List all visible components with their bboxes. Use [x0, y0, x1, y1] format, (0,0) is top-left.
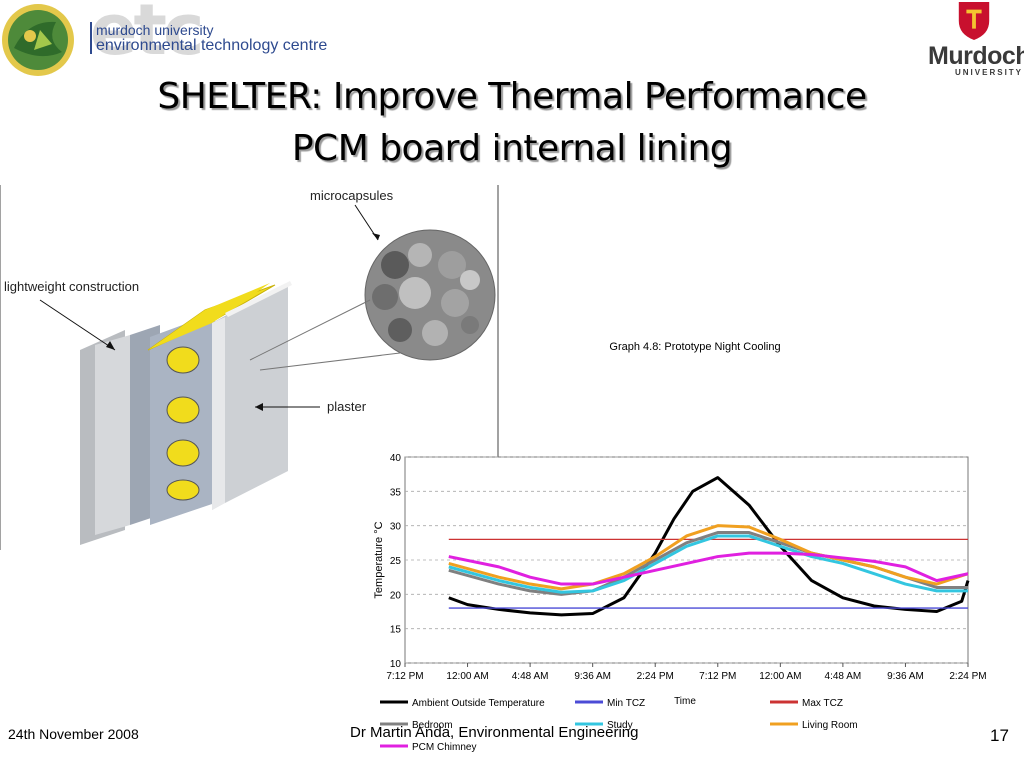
x-tick-label: 2:24 PM [949, 671, 986, 682]
etc-seal-icon [2, 4, 74, 76]
temperature-chart: 10 15 20 25 30 35 40 7:12 PM 12:00 AM 4:48 AM 9:36… [373, 453, 987, 753]
y-tick-label: 25 [390, 556, 402, 567]
x-tick-label: 9:36 AM [887, 671, 924, 682]
etc-logo-line2: environmental technology centre [96, 37, 328, 54]
x-tick-label: 7:12 PM [386, 671, 423, 682]
pcm-board-illustration [0, 185, 499, 550]
murdoch-subtitle: UNIVERSITY [955, 68, 1024, 77]
series-line [448, 534, 968, 594]
y-tick-label: 20 [390, 590, 402, 601]
x-tick-label: 9:36 AM [574, 671, 611, 682]
murdoch-logo [925, 0, 1024, 80]
series-line [448, 551, 969, 586]
x-tick-label: 12:00 AM [446, 671, 488, 682]
etc-divider [90, 22, 92, 54]
pcm-board-diagram: microcapsules lightweight construction p… [0, 185, 500, 550]
footer-author: Dr Martin Anda, Environmental Engineerin… [350, 724, 639, 741]
x-tick-label: 7:12 PM [699, 671, 736, 682]
etc-logo: etc murdoch university environmental tec… [0, 0, 340, 80]
legend-label: Max TCZ [802, 698, 843, 709]
page-number: 17 [990, 726, 1009, 745]
legend-label: Study [607, 720, 633, 731]
legend-label: Min TCZ [607, 698, 645, 709]
x-tick-label: 2:24 PM [637, 671, 674, 682]
chart-title: Graph 4.8: Prototype Night Cooling [609, 341, 781, 353]
y-tick-label: 35 [390, 487, 402, 498]
legend-label: PCM Chimney [412, 742, 476, 753]
y-tick-label: 40 [390, 453, 402, 464]
label-microcapsules: microcapsules [310, 188, 394, 203]
legend-label: Bedroom [412, 720, 453, 731]
label-lightweight-construction: lightweight construction [4, 279, 140, 294]
etc-logo-line1: murdoch university [96, 22, 214, 38]
slide-subtitle: PCM board internal lining [291, 128, 733, 169]
murdoch-crest-icon [958, 2, 990, 40]
murdoch-name: Murdoch [928, 42, 1024, 70]
etc-wordmark: etc [90, 0, 204, 71]
x-axis-label: Time [674, 696, 696, 707]
x-tick-label: 12:00 AM [759, 671, 801, 682]
y-tick-label: 10 [390, 659, 402, 670]
x-tick-label: 4:48 AM [512, 671, 549, 682]
legend-label: Ambient Outside Temperature [412, 698, 545, 709]
series-line [448, 476, 970, 617]
label-plaster: plaster [327, 399, 367, 414]
x-tick-label: 4:48 AM [825, 671, 862, 682]
series-line [448, 524, 969, 591]
y-axis-label: Temperature °C [373, 521, 385, 598]
y-tick-label: 15 [390, 625, 402, 636]
legend-label: Living Room [802, 720, 858, 731]
y-tick-label: 30 [390, 522, 402, 533]
footer-date: 24th November 2008 [8, 726, 139, 742]
slide-title: SHELTER: Improve Thermal Performance [157, 76, 867, 117]
